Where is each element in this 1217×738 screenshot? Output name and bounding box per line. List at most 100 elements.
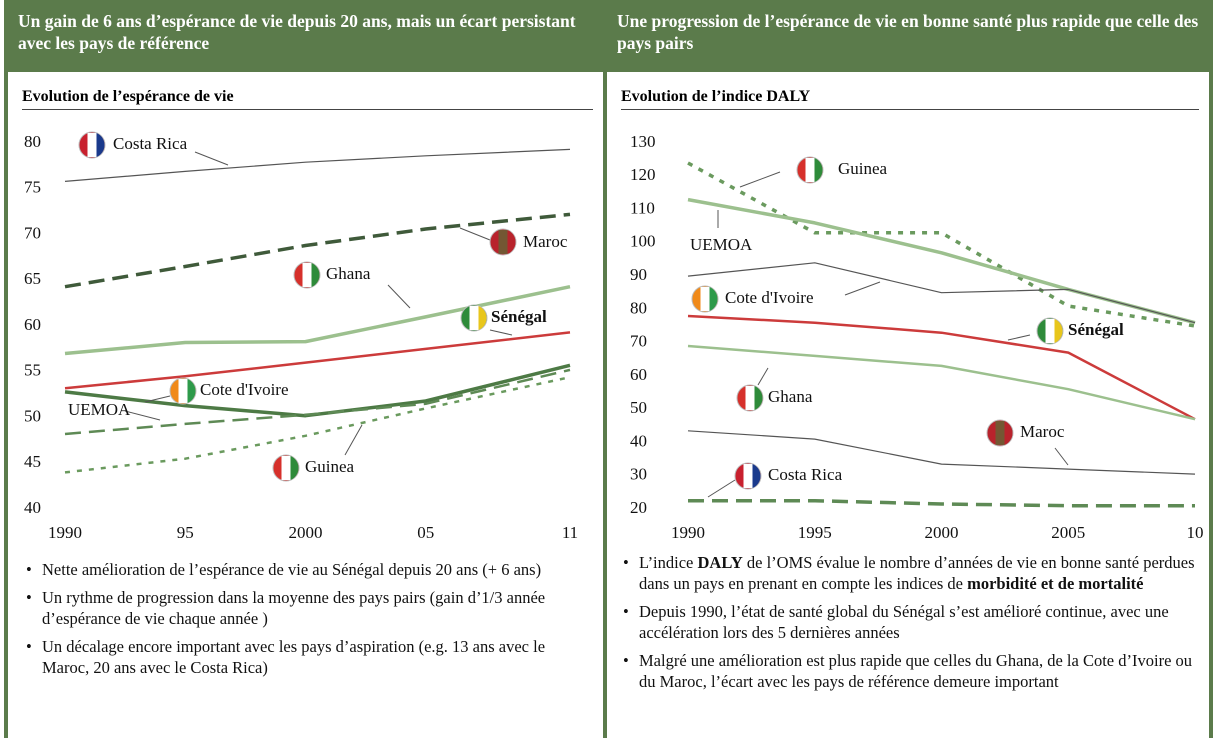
- x-tick-label: 95: [177, 523, 194, 542]
- series-line: [687, 262, 1196, 324]
- chart-subtitle: Evolution de l’indice DALY: [621, 88, 1199, 110]
- series-line: [64, 331, 571, 390]
- leader-line: [194, 151, 229, 166]
- note-text: morbidité et de mortalité: [967, 574, 1144, 593]
- panel: Un gain de 6 ans d’espérance de vie depu…: [4, 0, 607, 738]
- flag-stripe: [743, 464, 753, 488]
- series-label: UEMOA: [690, 235, 753, 254]
- flag-stripe: [478, 306, 487, 330]
- leader-line: [459, 227, 491, 241]
- y-tick-label: 100: [630, 232, 656, 251]
- x-tick-label: 1995: [798, 523, 832, 542]
- y-tick-label: 60: [24, 315, 41, 334]
- note-text: DALY: [697, 553, 743, 572]
- flag-stripe: [302, 263, 312, 287]
- series-line: [64, 375, 571, 474]
- series-label: UEMOA: [68, 400, 131, 419]
- y-tick-label: 65: [24, 269, 41, 288]
- note-text: Depuis 1990, l’état de santé global du S…: [639, 602, 1169, 642]
- leader-line: [757, 367, 769, 386]
- x-tick-label: 1990: [671, 523, 705, 542]
- series-label: Cote d'Ivoire: [200, 380, 289, 399]
- series-line: [64, 368, 571, 436]
- series-line: [688, 498, 1195, 508]
- flag-stripe: [281, 456, 291, 480]
- series-label: Costa Rica: [113, 134, 188, 153]
- x-tick-label: 1990: [48, 523, 82, 542]
- note-text: Malgré une amélioration est plus rapide …: [639, 651, 1193, 691]
- leader-line: [144, 395, 171, 403]
- y-tick-label: 130: [630, 132, 656, 151]
- y-tick-label: 50: [630, 398, 647, 417]
- note-text: de l’OMS évalue le nombre d’années de vi…: [639, 553, 1195, 593]
- flag-stripe: [745, 386, 755, 410]
- flag-stripe: [178, 379, 188, 403]
- y-tick-label: 70: [24, 223, 41, 242]
- x-tick-label: 2000: [925, 523, 959, 542]
- leader-line: [1054, 447, 1069, 466]
- flag-stripe: [1054, 319, 1063, 343]
- flag-stripe: [754, 386, 763, 410]
- note: Un décalage encore important avec les pa…: [24, 636, 594, 678]
- series-line: [687, 430, 1196, 475]
- flag-stripe: [96, 133, 105, 157]
- y-tick-label: 80: [630, 298, 647, 317]
- series-label: Guinea: [838, 159, 888, 178]
- flag-stripe: [709, 287, 718, 311]
- series-line: [687, 314, 1196, 421]
- note: Depuis 1990, l’état de santé global du S…: [621, 601, 1206, 643]
- flag-stripe: [1004, 421, 1013, 445]
- chart-subtitle: Evolution de l’espérance de vie: [22, 88, 593, 110]
- y-tick-label: 20: [630, 498, 647, 517]
- series-label: Ghana: [768, 387, 813, 406]
- series-line: [64, 148, 571, 182]
- notes: Nette amélioration de l’espérance de vie…: [24, 559, 594, 685]
- leader-line: [387, 284, 411, 309]
- series-line: [687, 161, 1196, 328]
- leader-line: [844, 281, 881, 296]
- note: Nette amélioration de l’espérance de vie…: [24, 559, 594, 580]
- leader-line: [344, 424, 363, 456]
- flag-stripe: [498, 230, 508, 254]
- series-label: Maroc: [523, 232, 568, 251]
- series-label: Sénégal: [491, 307, 547, 326]
- note: Malgré une amélioration est plus rapide …: [621, 650, 1206, 692]
- leader-line: [739, 171, 781, 188]
- flag-stripe: [752, 464, 761, 488]
- note-text: Un rythme de progression dans la moyenne…: [42, 588, 546, 628]
- series-line: [687, 344, 1196, 421]
- x-tick-label: 05: [417, 523, 434, 542]
- y-tick-label: 60: [630, 365, 647, 384]
- note: Un rythme de progression dans la moyenne…: [24, 587, 594, 629]
- series-label: Ghana: [326, 264, 371, 283]
- flag-stripe: [1045, 319, 1055, 343]
- y-tick-label: 110: [630, 198, 655, 217]
- x-tick-label: 2005: [1051, 523, 1085, 542]
- flag-stripe: [469, 306, 479, 330]
- y-tick-label: 75: [24, 178, 41, 197]
- y-tick-label: 30: [630, 465, 647, 484]
- notes: L’indice DALY de l’OMS évalue le nombre …: [621, 552, 1206, 699]
- panel: Une progression de l’espérance de vie en…: [607, 0, 1213, 738]
- panel-title: Une progression de l’espérance de vie en…: [607, 0, 1209, 72]
- series-line: [64, 363, 571, 418]
- flag-stripe: [805, 158, 815, 182]
- flag-stripe: [814, 158, 823, 182]
- x-tick-label: 2000: [288, 523, 322, 542]
- series-label: Maroc: [1020, 422, 1065, 441]
- note-text: L’indice: [639, 553, 698, 572]
- leader-line: [124, 410, 161, 421]
- flag-stripe: [507, 230, 516, 254]
- y-tick-label: 55: [24, 361, 41, 380]
- y-tick-label: 90: [630, 265, 647, 284]
- panel-title: Un gain de 6 ans d’espérance de vie depu…: [8, 0, 603, 72]
- y-tick-label: 70: [630, 332, 647, 351]
- leader-line: [489, 329, 513, 336]
- leader-line: [707, 479, 736, 498]
- flag-stripe: [995, 421, 1005, 445]
- series-label: Costa Rica: [768, 465, 843, 484]
- y-tick-label: 50: [24, 406, 41, 425]
- x-tick-label: 11: [562, 523, 578, 542]
